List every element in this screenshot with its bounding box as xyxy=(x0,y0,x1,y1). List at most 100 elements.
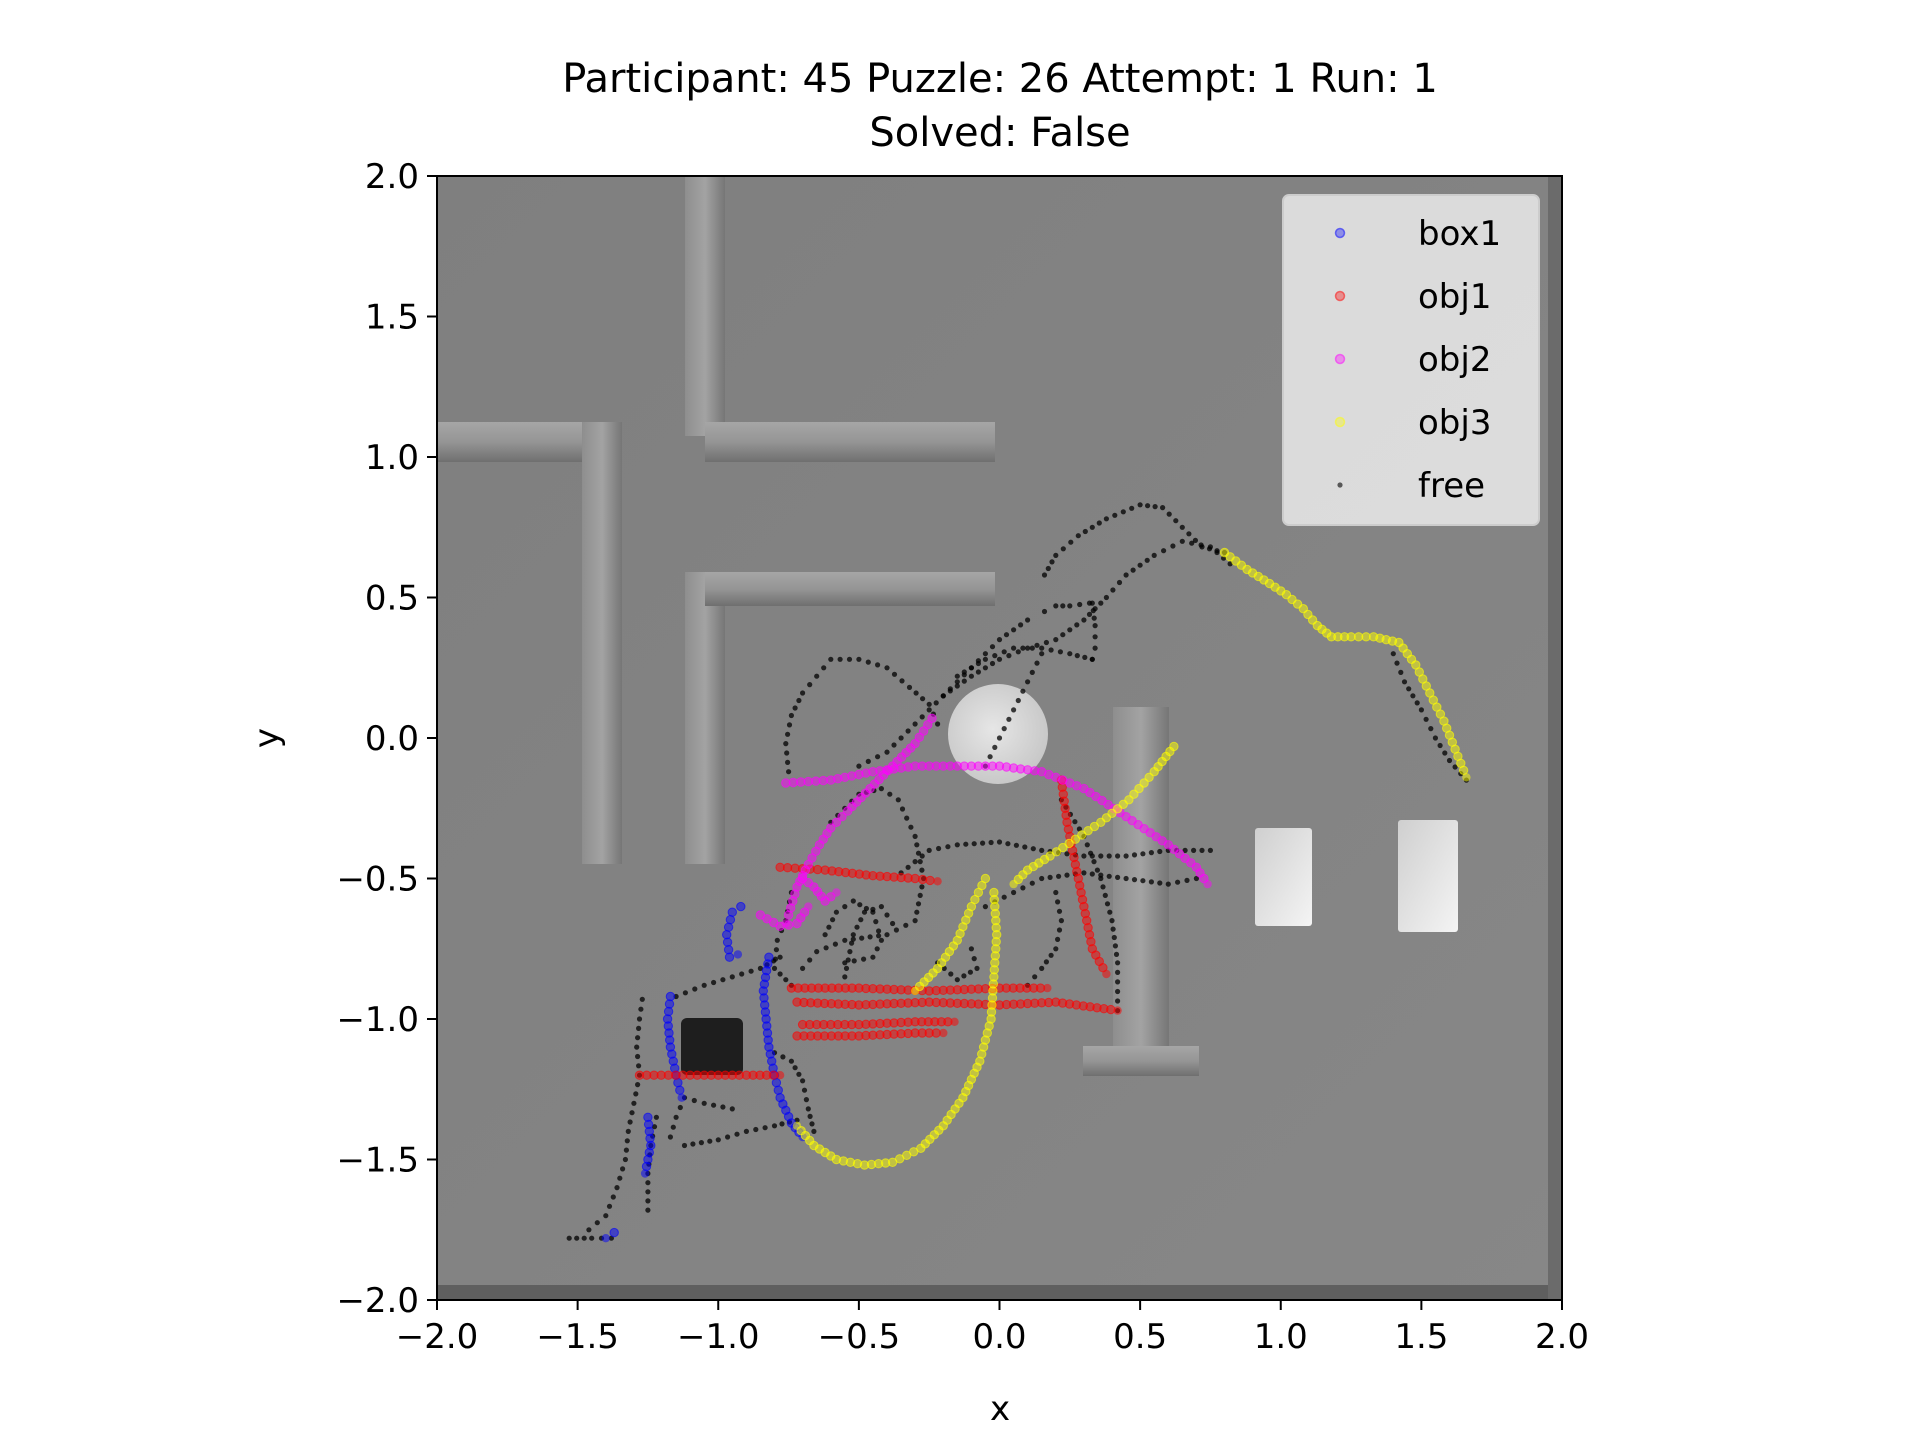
free-point xyxy=(1077,601,1083,608)
free-point xyxy=(1053,889,1059,896)
free-point xyxy=(830,917,836,923)
free-point xyxy=(635,1082,641,1088)
free-point xyxy=(627,1119,633,1125)
free-point xyxy=(1437,742,1443,749)
free-point xyxy=(1123,572,1129,578)
free-point xyxy=(1025,645,1031,651)
free-point xyxy=(891,742,897,748)
free-point xyxy=(1098,853,1104,859)
free-point xyxy=(589,1235,595,1241)
box1-point xyxy=(733,950,743,959)
free-point xyxy=(777,954,783,960)
free-point xyxy=(878,937,885,943)
goal-marker xyxy=(948,684,1048,784)
free-point xyxy=(1058,918,1064,924)
free-point xyxy=(859,935,865,941)
free-point xyxy=(1115,998,1121,1004)
free-point xyxy=(1029,669,1035,676)
free-point xyxy=(884,932,890,938)
free-point xyxy=(1161,548,1167,554)
free-point xyxy=(1129,505,1135,511)
obj1-point xyxy=(939,1028,948,1038)
free-point xyxy=(954,679,960,685)
free-point xyxy=(1001,894,1007,900)
free-point xyxy=(974,965,980,972)
free-point xyxy=(842,904,848,910)
free-point xyxy=(1022,844,1028,850)
free-point xyxy=(1001,726,1007,732)
free-point xyxy=(783,977,789,983)
free-point xyxy=(982,656,989,662)
free-point xyxy=(914,842,920,848)
free-point xyxy=(807,957,813,963)
free-point xyxy=(1006,653,1012,659)
free-point xyxy=(805,1106,811,1112)
free-point xyxy=(884,665,890,671)
box1-point xyxy=(724,952,735,962)
free-point xyxy=(987,754,993,760)
legend-marker-obj1 xyxy=(1334,290,1346,302)
free-point xyxy=(809,1121,815,1127)
free-point xyxy=(1092,623,1098,629)
free-point xyxy=(1034,642,1040,648)
free-point xyxy=(1170,543,1176,549)
free-point xyxy=(1053,552,1059,559)
free-point xyxy=(1039,645,1045,651)
legend-label-obj1: obj1 xyxy=(1418,277,1491,317)
free-point xyxy=(982,665,989,671)
free-point xyxy=(681,1142,688,1149)
free-point xyxy=(629,1110,635,1116)
free-point xyxy=(954,683,960,689)
obj2-point xyxy=(775,921,785,931)
free-point xyxy=(1020,885,1026,891)
free-point xyxy=(912,833,918,840)
free-point xyxy=(1018,622,1024,628)
legend-marker-obj3 xyxy=(1334,416,1346,428)
free-point xyxy=(1199,544,1205,550)
free-point xyxy=(865,758,871,765)
free-point xyxy=(1043,959,1049,965)
free-point xyxy=(1045,565,1051,572)
obj2-point xyxy=(783,920,794,930)
y-tick-label: 1.5 xyxy=(365,298,419,338)
free-point xyxy=(725,1134,731,1140)
free-point xyxy=(762,1125,768,1131)
series-free xyxy=(566,502,1469,1241)
free-point xyxy=(895,797,901,803)
free-point xyxy=(635,1053,641,1060)
free-point xyxy=(771,965,778,972)
chart-title: Participant: 45 Puzzle: 26 Attempt: 1 Ru… xyxy=(562,56,1438,102)
free-point xyxy=(899,678,905,684)
free-point xyxy=(996,656,1003,662)
free-point xyxy=(1034,660,1040,666)
free-point xyxy=(1193,875,1199,882)
free-point xyxy=(677,1104,683,1111)
free-point xyxy=(1116,579,1123,586)
obj2-point xyxy=(1203,879,1212,889)
free-point xyxy=(1011,889,1017,896)
free-point xyxy=(899,806,906,812)
free-point xyxy=(1067,603,1073,609)
free-point xyxy=(814,673,820,679)
free-point xyxy=(936,845,942,852)
free-point xyxy=(875,754,881,760)
legend-marker-free xyxy=(1337,482,1343,488)
free-point xyxy=(1067,627,1073,633)
free-point xyxy=(968,665,975,671)
free-point xyxy=(850,898,856,904)
free-point xyxy=(948,971,954,977)
obj1-point xyxy=(925,875,935,886)
free-point xyxy=(673,1114,679,1120)
free-point xyxy=(1030,846,1036,852)
box1-point xyxy=(677,1093,686,1102)
free-point xyxy=(743,1128,750,1134)
free-point xyxy=(982,904,989,910)
obj1-point xyxy=(1113,1006,1122,1015)
free-point xyxy=(903,922,909,928)
free-point xyxy=(803,1097,810,1103)
obj2-point xyxy=(804,902,813,911)
dark-box xyxy=(681,1018,743,1075)
free-point xyxy=(1390,651,1396,657)
free-point xyxy=(857,902,863,908)
free-point xyxy=(1011,645,1017,651)
